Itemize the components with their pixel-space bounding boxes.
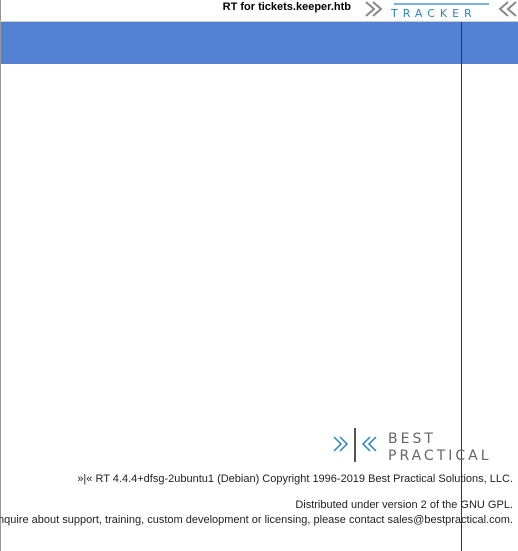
license-text: Distributed under version 2 of the GNU G…	[295, 499, 513, 511]
border	[0, 0, 1, 551]
bestpractical-logo[interactable]: BEST PRACTICAL	[332, 427, 514, 463]
version-text: »|« RT 4.4.4+dfsg-2ubuntu1 (Debian) Copy…	[77, 473, 513, 485]
rt-logo[interactable]: TRACKER	[364, 0, 518, 20]
contact-text: To inquire about support, training, cust…	[0, 514, 513, 526]
svg-text:BEST: BEST	[388, 431, 436, 447]
svg-text:PRACTICAL: PRACTICAL	[388, 448, 492, 463]
site-title: RT for tickets.keeper.htb	[222, 1, 351, 13]
nav-bar	[1, 22, 518, 64]
svg-text:TRACKER: TRACKER	[390, 7, 477, 20]
column-divider	[461, 22, 462, 551]
divider	[0, 21, 518, 22]
